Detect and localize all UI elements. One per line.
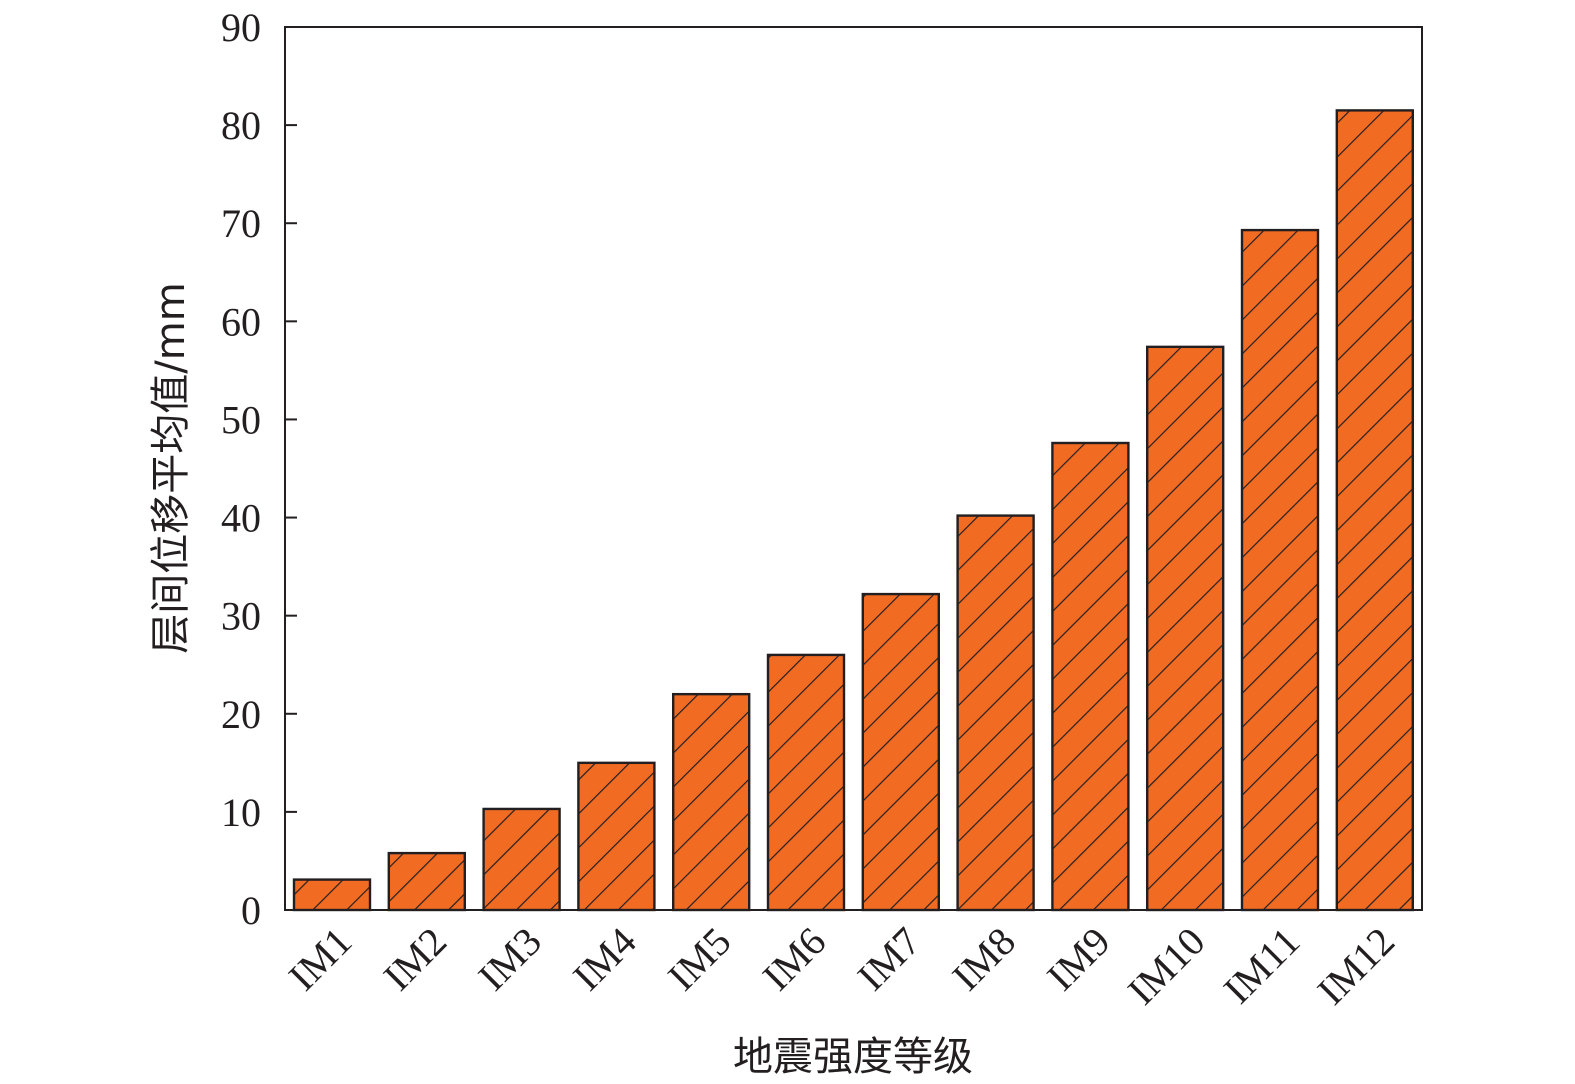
bar-im11 — [1240, 228, 1320, 912]
x-axis-title: 地震强度等级 — [733, 1034, 973, 1080]
x-tick-label: IM11 — [1215, 919, 1309, 1013]
y-tick-label: 0 — [241, 888, 261, 933]
x-tick-label: IM2 — [375, 919, 456, 1000]
bar-im8 — [956, 514, 1035, 912]
y-axis: 0 10 20 30 40 50 60 70 80 90 — [221, 5, 297, 933]
bar-im7 — [861, 592, 940, 912]
y-tick-label: 60 — [221, 299, 261, 344]
x-tick-label: IM8 — [943, 919, 1024, 1000]
x-tick-label: IM10 — [1119, 919, 1214, 1014]
x-tick-label: IM4 — [564, 919, 645, 1000]
y-tick-label: 50 — [221, 397, 261, 442]
x-tick-label: IM6 — [754, 919, 835, 1000]
x-tick-label: IM3 — [469, 919, 550, 1000]
y-tick-label: 10 — [221, 790, 261, 835]
plot-frame — [284, 26, 1423, 911]
x-tick-label: IM9 — [1038, 919, 1119, 1000]
y-tick-label: 40 — [221, 496, 261, 541]
y-tick-label: 30 — [221, 594, 261, 639]
y-tick-label: 90 — [221, 5, 261, 50]
x-tick-label: IM7 — [849, 919, 930, 1000]
bar-im1 — [292, 878, 372, 912]
bar-im6 — [766, 653, 846, 912]
bar-im2 — [387, 851, 466, 912]
x-tick-label: IM1 — [280, 919, 361, 1000]
bar-im4 — [577, 761, 656, 912]
y-tick-label: 80 — [221, 103, 261, 148]
bar-im9 — [1051, 441, 1130, 912]
y-axis-title: 层间位移平均值/mm — [148, 282, 194, 653]
y-tick-label: 20 — [221, 692, 261, 737]
bar-im10 — [1145, 345, 1225, 912]
x-tick-label: IM12 — [1308, 919, 1403, 1014]
bar-im12 — [1335, 109, 1415, 912]
x-axis: IM1 IM2 IM3 IM4 IM5 IM6 IM7 IM8 IM9 IM10 IM11 IM12 — [280, 919, 1403, 1014]
bars-layer — [292, 109, 1415, 912]
bar-im5 — [672, 692, 751, 912]
bar-im3 — [482, 807, 561, 912]
x-tick-label: IM5 — [659, 919, 740, 1000]
y-tick-label: 70 — [221, 201, 261, 246]
